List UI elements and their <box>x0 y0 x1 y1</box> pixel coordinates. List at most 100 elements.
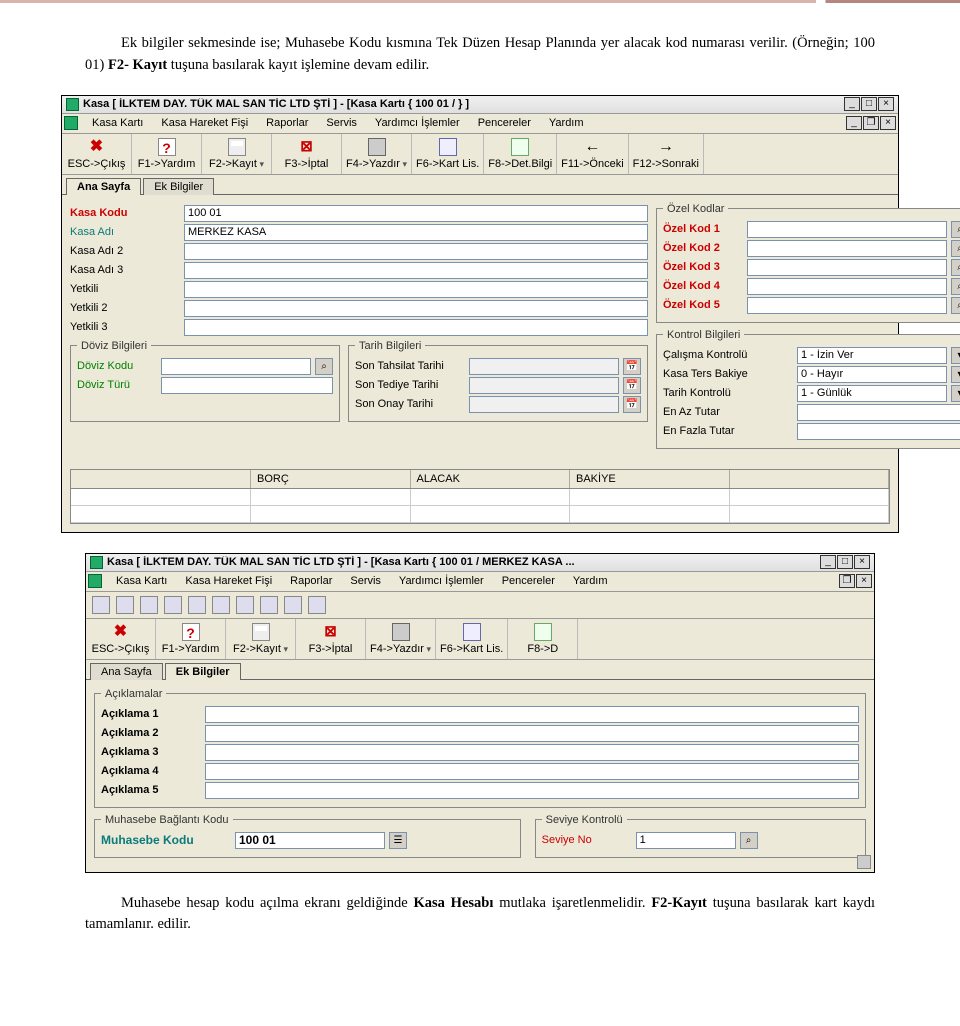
lookup-button[interactable]: ⌕ <box>951 297 960 314</box>
input-yetkili-3[interactable] <box>184 319 648 336</box>
date-button[interactable]: 📅 <box>623 358 641 375</box>
lookup-button[interactable]: ⌕ <box>951 221 960 238</box>
input-aciklama-1[interactable] <box>205 706 859 723</box>
dropdown-button[interactable]: ▾ <box>951 385 960 402</box>
menu-yardim[interactable]: Yardım <box>541 115 592 131</box>
tb-f6-list[interactable]: F6->Kart Lis. <box>436 619 508 659</box>
lookup-button[interactable]: ⌕ <box>951 278 960 295</box>
lookup-button[interactable]: ⌕ <box>315 358 333 375</box>
titlebar[interactable]: Kasa [ İLKTEM DAY. TÜK MAL SAN TİC LTD Ş… <box>86 554 874 572</box>
quick-icon[interactable] <box>308 596 326 614</box>
tb-f6-list[interactable]: F6->Kart Lis. <box>412 134 484 174</box>
input-aciklama-3[interactable] <box>205 744 859 761</box>
input-seviye-no[interactable] <box>636 832 736 849</box>
input-ozel-kod-4[interactable] <box>747 278 947 295</box>
menu-kasa-karti[interactable]: Kasa Kartı <box>84 115 151 131</box>
dropdown-button[interactable]: ▾ <box>951 347 960 364</box>
input-son-onay[interactable] <box>469 396 619 413</box>
input-kasa-adi-2[interactable] <box>184 243 648 260</box>
quick-icon[interactable] <box>140 596 158 614</box>
menu-servis[interactable]: Servis <box>318 115 365 131</box>
input-en-fazla-tutar[interactable] <box>797 423 960 440</box>
input-kasa-kodu[interactable] <box>184 205 648 222</box>
tab-ana-sayfa[interactable]: Ana Sayfa <box>66 178 141 195</box>
input-yetkili-2[interactable] <box>184 300 648 317</box>
lookup-button[interactable]: ⌕ <box>951 259 960 276</box>
menu-yardim[interactable]: Yardım <box>565 573 616 589</box>
tb-f2-save[interactable]: F2->Kayıt ▾ <box>202 134 272 174</box>
menu-kasa-karti[interactable]: Kasa Kartı <box>108 573 175 589</box>
resize-grip-icon[interactable] <box>857 855 871 869</box>
quick-icon[interactable] <box>116 596 134 614</box>
input-muhasebe-kodu[interactable] <box>235 832 385 849</box>
lookup-button[interactable]: ☰ <box>389 832 407 849</box>
select-kasa-ters-bakiye[interactable] <box>797 366 947 383</box>
tb-f1-help[interactable]: ?F1->Yardım <box>132 134 202 174</box>
tb-f1-help[interactable]: ?F1->Yardım <box>156 619 226 659</box>
mdi-restore-button[interactable]: ❐ <box>863 116 879 130</box>
menu-pencereler[interactable]: Pencereler <box>470 115 539 131</box>
input-ozel-kod-5[interactable] <box>747 297 947 314</box>
quick-icon[interactable] <box>212 596 230 614</box>
input-son-tahsilat[interactable] <box>469 358 619 375</box>
titlebar[interactable]: Kasa [ İLKTEM DAY. TÜK MAL SAN TİC LTD Ş… <box>62 96 898 114</box>
tb-f4-print[interactable]: F4->Yazdır ▾ <box>366 619 436 659</box>
tb-esc-exit[interactable]: ✖ESC->Çıkış <box>62 134 132 174</box>
tb-f12-next[interactable]: →F12->Sonraki <box>629 134 704 174</box>
input-aciklama-2[interactable] <box>205 725 859 742</box>
input-son-tediye[interactable] <box>469 377 619 394</box>
select-tarih-kontrolu[interactable] <box>797 385 947 402</box>
tab-ek-bilgiler[interactable]: Ek Bilgiler <box>165 663 241 680</box>
minimize-button[interactable]: _ <box>844 97 860 111</box>
maximize-button[interactable]: □ <box>837 555 853 569</box>
close-button[interactable]: × <box>854 555 870 569</box>
tb-f3-cancel[interactable]: ⊠F3->İptal <box>272 134 342 174</box>
quick-icon[interactable] <box>92 596 110 614</box>
maximize-button[interactable]: □ <box>861 97 877 111</box>
input-yetkili[interactable] <box>184 281 648 298</box>
dropdown-button[interactable]: ▾ <box>951 366 960 383</box>
input-doviz-turu[interactable] <box>161 377 333 394</box>
tb-esc-exit[interactable]: ✖ESC->Çıkış <box>86 619 156 659</box>
menu-servis[interactable]: Servis <box>342 573 389 589</box>
mdi-minimize-button[interactable]: _ <box>846 116 862 130</box>
quick-icon[interactable] <box>284 596 302 614</box>
tab-ana-sayfa[interactable]: Ana Sayfa <box>90 663 163 680</box>
mdi-restore-button[interactable]: ❐ <box>839 574 855 588</box>
minimize-button[interactable]: _ <box>820 555 836 569</box>
mdi-close-button[interactable]: × <box>856 574 872 588</box>
select-calisma-kontrolu[interactable] <box>797 347 947 364</box>
tab-ek-bilgiler[interactable]: Ek Bilgiler <box>143 178 214 195</box>
tb-f2-save[interactable]: F2->Kayıt ▾ <box>226 619 296 659</box>
quick-icon[interactable] <box>236 596 254 614</box>
menu-raporlar[interactable]: Raporlar <box>258 115 316 131</box>
quick-icon[interactable] <box>188 596 206 614</box>
date-button[interactable]: 📅 <box>623 396 641 413</box>
tb-f4-print[interactable]: F4->Yazdır ▾ <box>342 134 412 174</box>
mdi-close-button[interactable]: × <box>880 116 896 130</box>
tb-f11-prev[interactable]: ←F11->Önceki <box>557 134 628 174</box>
input-ozel-kod-2[interactable] <box>747 240 947 257</box>
input-en-az-tutar[interactable] <box>797 404 960 421</box>
menu-kasa-hareket-fisi[interactable]: Kasa Hareket Fişi <box>153 115 256 131</box>
menu-yardimci-islemler[interactable]: Yardımcı İşlemler <box>367 115 468 131</box>
tb-f3-cancel[interactable]: ⊠F3->İptal <box>296 619 366 659</box>
input-ozel-kod-1[interactable] <box>747 221 947 238</box>
close-button[interactable]: × <box>878 97 894 111</box>
input-aciklama-5[interactable] <box>205 782 859 799</box>
input-kasa-adi-3[interactable] <box>184 262 648 279</box>
quick-icon[interactable] <box>260 596 278 614</box>
menu-raporlar[interactable]: Raporlar <box>282 573 340 589</box>
lookup-button[interactable]: ⌕ <box>740 832 758 849</box>
menu-pencereler[interactable]: Pencereler <box>494 573 563 589</box>
menu-kasa-hareket-fisi[interactable]: Kasa Hareket Fişi <box>177 573 280 589</box>
input-ozel-kod-3[interactable] <box>747 259 947 276</box>
menu-yardimci-islemler[interactable]: Yardımcı İşlemler <box>391 573 492 589</box>
input-kasa-adi[interactable] <box>184 224 648 241</box>
tb-f8-detail[interactable]: F8->D <box>508 619 578 659</box>
input-aciklama-4[interactable] <box>205 763 859 780</box>
tb-f8-detail[interactable]: F8->Det.Bilgi <box>484 134 557 174</box>
quick-icon[interactable] <box>164 596 182 614</box>
lookup-button[interactable]: ⌕ <box>951 240 960 257</box>
input-doviz-kodu[interactable] <box>161 358 311 375</box>
